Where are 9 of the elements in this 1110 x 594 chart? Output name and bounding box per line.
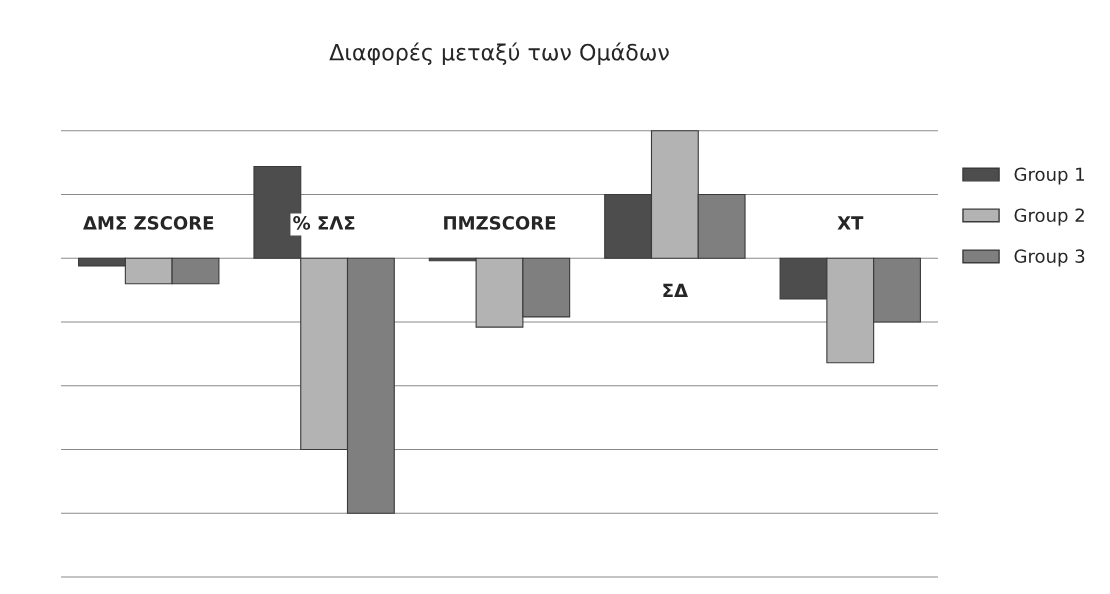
x-tick-label: ΣΔ	[663, 283, 688, 297]
legend-label: Group 3	[1014, 249, 1085, 267]
legend-label: Group 1	[1014, 167, 1085, 185]
x-tick-label: ΧΤ	[837, 216, 864, 230]
x-tick-label: ΠΜZSCORE	[444, 216, 556, 230]
legend-label: Group 2	[1014, 208, 1084, 226]
chart-title: Διαφορές μεταξύ των Ομάδων	[329, 42, 669, 65]
x-tick-label: % ΣΛΣ	[293, 216, 355, 230]
x-tick-label: ΔΜΣ ZSCORE	[83, 216, 214, 230]
